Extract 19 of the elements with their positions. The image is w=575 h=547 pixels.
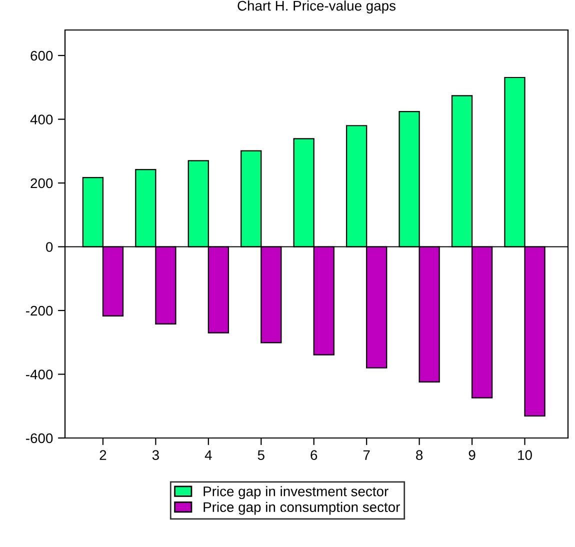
y-tick-label: 400 [30,114,53,124]
y-tick-label: 600 [30,50,53,61]
legend-label: Price gap in consumption sector [204,502,400,515]
y-tick-label: -400 [26,370,53,380]
y-tick-label: 200 [30,178,53,188]
x-tick-label: 7 [363,450,370,460]
x-tick-label: 8 [416,450,423,460]
chart-title: Chart H. Price-value gaps [238,0,396,14]
x-tick-label: 5 [258,450,264,460]
x-tick-label: 6 [310,450,318,460]
x-tick-label: 4 [204,450,212,460]
x-tick-label: 9 [468,450,476,460]
y-tick-label: -200 [26,306,53,316]
legend-label: Price gap in investment sector [204,486,388,500]
x-tick-label: 3 [152,450,159,460]
y-tick-label: -600 [26,433,53,444]
y-tick-label: 0 [46,242,53,252]
x-tick-label: 10 [518,450,532,460]
x-tick-label: 2 [100,450,106,460]
